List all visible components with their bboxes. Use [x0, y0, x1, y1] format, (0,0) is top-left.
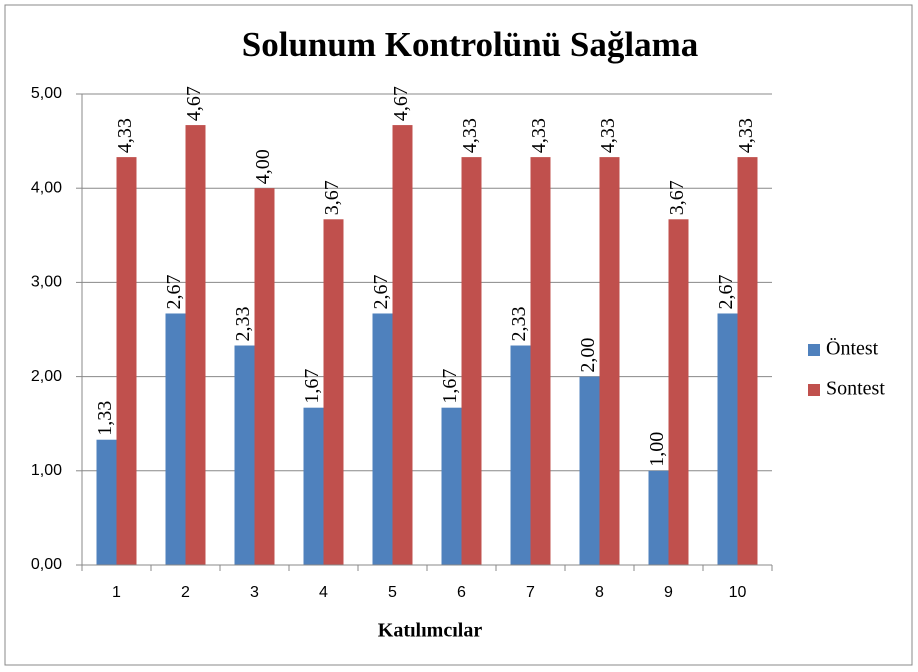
- x-tick-label: 6: [457, 584, 466, 601]
- bar: [461, 157, 482, 565]
- value-label: 2,67: [370, 274, 392, 309]
- chart-border: [4, 4, 913, 666]
- value-label: 1,33: [94, 401, 116, 436]
- legend-swatch: [808, 384, 820, 396]
- bar: [441, 407, 462, 565]
- value-label: 1,67: [439, 369, 461, 404]
- x-tick-label: 2: [181, 584, 190, 601]
- x-tick-label: 5: [388, 584, 397, 601]
- value-label: 4,33: [735, 118, 757, 153]
- y-tick-label: 1,00: [31, 462, 62, 479]
- value-label: 4,33: [459, 118, 481, 153]
- bar: [165, 313, 186, 565]
- legend-swatch: [808, 344, 820, 356]
- x-tick-label: 1: [112, 584, 121, 601]
- value-label: 4,33: [528, 118, 550, 153]
- bar: [96, 439, 117, 565]
- bar: [323, 219, 344, 565]
- value-label: 2,00: [577, 338, 599, 373]
- x-tick-label: 4: [319, 584, 328, 601]
- y-tick-label: 4,00: [31, 179, 62, 196]
- bar: [116, 157, 137, 565]
- bar: [599, 157, 620, 565]
- value-label: 4,67: [390, 86, 412, 121]
- bar: [392, 125, 413, 565]
- bar: [372, 313, 393, 565]
- value-label: 1,00: [646, 432, 668, 467]
- value-label: 1,67: [301, 369, 323, 404]
- bar: [530, 157, 551, 565]
- value-label: 4,67: [183, 86, 205, 121]
- x-tick-label: 10: [729, 584, 747, 601]
- bar: [185, 125, 206, 565]
- value-label: 2,67: [715, 274, 737, 309]
- bar: [737, 157, 758, 565]
- value-label: 3,67: [666, 180, 688, 215]
- value-label: 4,33: [114, 118, 136, 153]
- bar: [234, 345, 255, 565]
- x-tick-label: 9: [664, 584, 673, 601]
- bar: [510, 345, 531, 565]
- y-tick-label: 0,00: [31, 556, 62, 573]
- x-tick-label: 7: [526, 584, 535, 601]
- bar: [668, 219, 689, 565]
- legend-label: Öntest: [826, 337, 879, 360]
- value-label: 2,33: [508, 307, 530, 342]
- x-axis-label: Katılımcılar: [378, 620, 483, 642]
- legend-label: Sontest: [826, 378, 885, 400]
- bar: [648, 470, 669, 565]
- value-label: 4,00: [252, 149, 274, 184]
- x-tick-label: 3: [250, 584, 259, 601]
- y-tick-label: 3,00: [31, 274, 62, 291]
- value-label: 3,67: [321, 180, 343, 215]
- bar: [717, 313, 738, 565]
- bar: [254, 188, 275, 565]
- bar: [303, 407, 324, 565]
- value-label: 2,67: [163, 274, 185, 309]
- y-tick-label: 2,00: [31, 368, 62, 385]
- chart-title: Solunum Kontrolünü Sağlama: [242, 25, 698, 64]
- x-tick-label: 8: [595, 584, 604, 601]
- value-label: 4,33: [597, 118, 619, 153]
- value-label: 2,33: [232, 307, 254, 342]
- bar: [579, 376, 600, 565]
- y-tick-label: 5,00: [31, 85, 62, 102]
